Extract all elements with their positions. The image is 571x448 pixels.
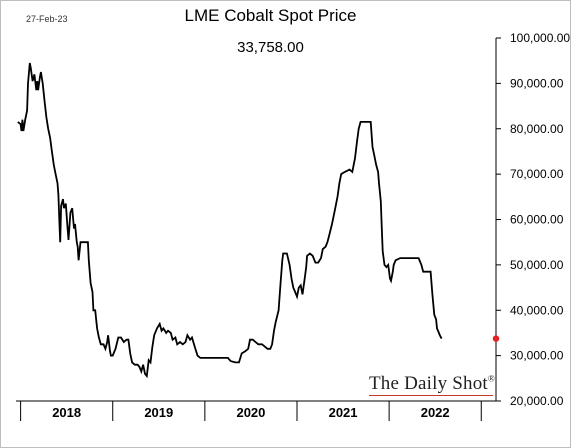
y-tick-label: 60,000.00 <box>510 213 564 227</box>
y-tick-label: 40,000.00 <box>510 303 564 317</box>
brand-registered-mark: ® <box>487 373 495 384</box>
x-tick-label: 2021 <box>329 405 358 420</box>
y-tick-label: 30,000.00 <box>510 349 564 363</box>
x-tick-label: 2022 <box>421 405 450 420</box>
chart-title: LME Cobalt Spot Price <box>184 6 357 25</box>
y-tick-label: 20,000.00 <box>510 394 564 408</box>
price-series-line <box>17 62 443 379</box>
x-tick-label: 2020 <box>236 405 265 420</box>
x-tick-label: 2018 <box>52 405 81 420</box>
latest-value: 33,758.00 <box>237 39 304 56</box>
y-tick-label: 50,000.00 <box>510 258 564 272</box>
y-tick-label: 70,000.00 <box>510 167 564 181</box>
last-value-marker <box>492 335 500 342</box>
y-tick-label: 100,000.00 <box>510 31 570 45</box>
y-tick-label: 80,000.00 <box>510 122 564 136</box>
brand-logo: The Daily Shot® <box>369 373 495 395</box>
brand-underline <box>369 395 493 396</box>
y-tick-label: 90,000.00 <box>510 76 564 90</box>
brand-name: The Daily Shot <box>369 373 488 394</box>
date-label: 27-Feb-23 <box>26 14 68 24</box>
x-tick-label: 2019 <box>144 405 173 420</box>
